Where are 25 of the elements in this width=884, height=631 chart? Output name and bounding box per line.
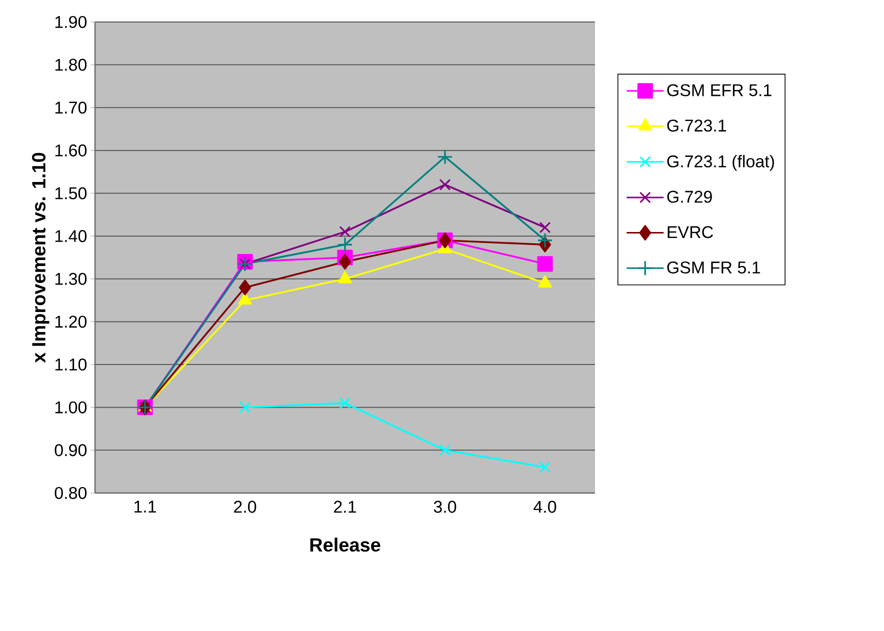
y-tick-label: 1.70 [55,102,87,114]
x-axis-title: Release [310,538,380,552]
x-tick-label: 4.0 [534,500,556,513]
y-tick-label: 1.60 [55,144,87,156]
legend-label: G.729 [667,190,712,203]
y-tick-label: 1.80 [55,58,87,71]
y-tick-label: 1.90 [55,16,87,28]
legend-label: G.723.1 [667,120,726,132]
legend-label: GSM FR 5.1 [667,261,760,274]
y-tick-label: 1.20 [55,316,87,328]
x-tick-label: 2.0 [234,500,256,513]
y-tick-label: 0.80 [54,486,87,500]
y-tick-label: 1.00 [55,401,87,414]
x-tick-label: 2.1 [334,500,356,513]
y-tick-label: 1.10 [55,358,87,371]
y-tick-label: 1.30 [55,272,87,285]
x-tick-label: 3.0 [434,500,456,513]
legend-label: GSM EFR 5.1 [667,84,772,96]
legend-label: EVRC [668,226,713,238]
y-tick-label: 1.50 [55,187,87,200]
y-axis-title: x Improvement vs. 1.10 [32,152,50,363]
x-tick-label: 1.1 [134,500,156,512]
legend-label: G.723.1 (float) [667,154,774,171]
y-tick-label: 0.90 [54,444,87,456]
y-tick-label: 1.40 [55,230,87,242]
